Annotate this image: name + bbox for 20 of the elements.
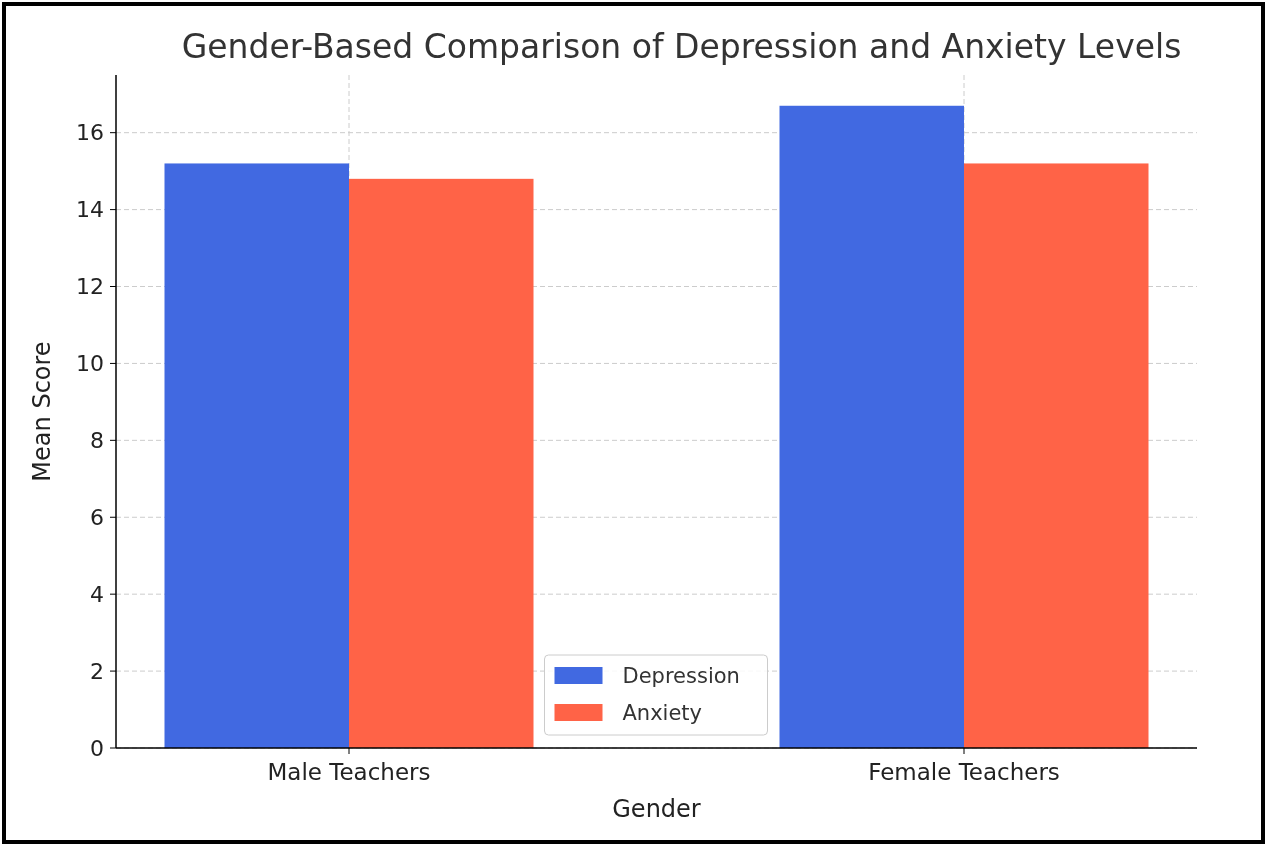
x-axis-title: Gender [612,795,701,823]
x-tick-label: Female Teachers [868,759,1060,785]
bar [349,178,534,748]
y-tick-label: 8 [90,428,104,454]
bar [164,163,349,748]
bar [964,163,1149,748]
y-tick-label: 4 [90,581,104,607]
legend-label: Anxiety [622,701,703,726]
bar [779,105,964,748]
chart-title: Gender-Based Comparison of Depression and Anxiety Levels [181,27,1182,66]
y-tick-label: 0 [90,735,104,761]
y-tick-label: 6 [90,504,104,530]
x-tick-label: Male Teachers [267,759,431,785]
y-axis-title: Mean Score [28,341,56,482]
legend-label: Depression [622,664,740,689]
y-tick-label: 12 [76,274,104,300]
y-tick-label: 14 [76,197,104,223]
y-tick-label: 16 [76,120,104,146]
y-tick-label: 2 [90,658,104,684]
y-tick-label: 10 [76,351,104,377]
